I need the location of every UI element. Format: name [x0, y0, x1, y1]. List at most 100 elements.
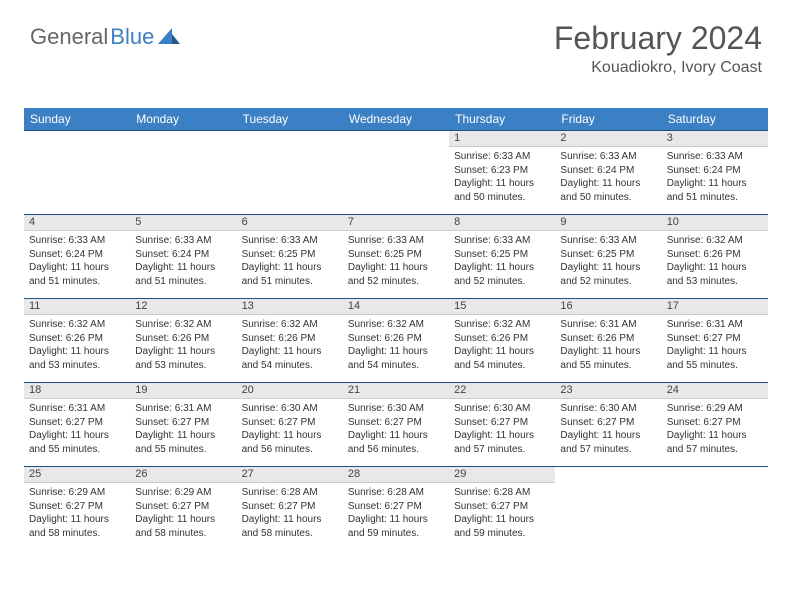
- day-number-cell: 26: [130, 467, 236, 483]
- day-content-cell: [24, 147, 130, 215]
- day-content-cell: Sunrise: 6:29 AMSunset: 6:27 PMDaylight:…: [24, 483, 130, 551]
- sunset-text: Sunset: 6:25 PM: [560, 248, 656, 262]
- sunrise-text: Sunrise: 6:33 AM: [560, 234, 656, 248]
- day-content-cell: [130, 147, 236, 215]
- day-number-cell: 2: [555, 131, 661, 147]
- daylight-text: Daylight: 11 hours and 52 minutes.: [348, 261, 444, 288]
- sunset-text: Sunset: 6:23 PM: [454, 164, 550, 178]
- day-content-cell: Sunrise: 6:28 AMSunset: 6:27 PMDaylight:…: [237, 483, 343, 551]
- day-content-row: Sunrise: 6:32 AMSunset: 6:26 PMDaylight:…: [24, 315, 768, 383]
- day-content-cell: Sunrise: 6:33 AMSunset: 6:23 PMDaylight:…: [449, 147, 555, 215]
- daylight-text: Daylight: 11 hours and 53 minutes.: [135, 345, 231, 372]
- sunrise-text: Sunrise: 6:33 AM: [560, 150, 656, 164]
- sunrise-text: Sunrise: 6:30 AM: [560, 402, 656, 416]
- day-content-cell: Sunrise: 6:32 AMSunset: 6:26 PMDaylight:…: [343, 315, 449, 383]
- weekday-tuesday: Tuesday: [237, 108, 343, 131]
- daylight-text: Daylight: 11 hours and 54 minutes.: [454, 345, 550, 372]
- day-number-cell: [130, 131, 236, 147]
- logo-text-blue: Blue: [110, 24, 154, 50]
- daylight-text: Daylight: 11 hours and 52 minutes.: [560, 261, 656, 288]
- sunset-text: Sunset: 6:27 PM: [560, 416, 656, 430]
- day-content-cell: Sunrise: 6:33 AMSunset: 6:24 PMDaylight:…: [130, 231, 236, 299]
- daylight-text: Daylight: 11 hours and 53 minutes.: [667, 261, 763, 288]
- daylight-text: Daylight: 11 hours and 56 minutes.: [348, 429, 444, 456]
- sunrise-text: Sunrise: 6:32 AM: [454, 318, 550, 332]
- sunset-text: Sunset: 6:26 PM: [348, 332, 444, 346]
- sunrise-text: Sunrise: 6:28 AM: [242, 486, 338, 500]
- daylight-text: Daylight: 11 hours and 55 minutes.: [29, 429, 125, 456]
- daylight-text: Daylight: 11 hours and 53 minutes.: [29, 345, 125, 372]
- logo-triangle-icon: [158, 24, 180, 50]
- day-content-cell: Sunrise: 6:31 AMSunset: 6:27 PMDaylight:…: [130, 399, 236, 467]
- day-content-cell: Sunrise: 6:33 AMSunset: 6:25 PMDaylight:…: [555, 231, 661, 299]
- sunrise-text: Sunrise: 6:29 AM: [667, 402, 763, 416]
- weekday-thursday: Thursday: [449, 108, 555, 131]
- day-number-cell: 11: [24, 299, 130, 315]
- sunrise-text: Sunrise: 6:32 AM: [667, 234, 763, 248]
- logo-text-general: General: [30, 24, 108, 50]
- daylight-text: Daylight: 11 hours and 58 minutes.: [135, 513, 231, 540]
- daylight-text: Daylight: 11 hours and 56 minutes.: [242, 429, 338, 456]
- day-number-row: 2526272829: [24, 467, 768, 483]
- month-title: February 2024: [554, 20, 762, 57]
- day-number-cell: 24: [662, 383, 768, 399]
- sunrise-text: Sunrise: 6:31 AM: [560, 318, 656, 332]
- weekday-monday: Monday: [130, 108, 236, 131]
- day-number-cell: 9: [555, 215, 661, 231]
- daylight-text: Daylight: 11 hours and 52 minutes.: [454, 261, 550, 288]
- daylight-text: Daylight: 11 hours and 57 minutes.: [667, 429, 763, 456]
- sunrise-text: Sunrise: 6:31 AM: [667, 318, 763, 332]
- day-content-cell: Sunrise: 6:28 AMSunset: 6:27 PMDaylight:…: [449, 483, 555, 551]
- sunrise-text: Sunrise: 6:28 AM: [348, 486, 444, 500]
- day-content-cell: Sunrise: 6:33 AMSunset: 6:24 PMDaylight:…: [662, 147, 768, 215]
- daylight-text: Daylight: 11 hours and 59 minutes.: [454, 513, 550, 540]
- sunset-text: Sunset: 6:26 PM: [560, 332, 656, 346]
- sunset-text: Sunset: 6:26 PM: [29, 332, 125, 346]
- day-number-cell: 25: [24, 467, 130, 483]
- day-content-cell: Sunrise: 6:33 AMSunset: 6:24 PMDaylight:…: [24, 231, 130, 299]
- daylight-text: Daylight: 11 hours and 55 minutes.: [667, 345, 763, 372]
- day-number-cell: [555, 467, 661, 483]
- day-number-cell: 17: [662, 299, 768, 315]
- sunset-text: Sunset: 6:27 PM: [454, 500, 550, 514]
- day-content-cell: [343, 147, 449, 215]
- day-number-cell: 1: [449, 131, 555, 147]
- sunset-text: Sunset: 6:27 PM: [242, 416, 338, 430]
- day-number-cell: 21: [343, 383, 449, 399]
- sunrise-text: Sunrise: 6:31 AM: [135, 402, 231, 416]
- sunset-text: Sunset: 6:24 PM: [135, 248, 231, 262]
- sunrise-text: Sunrise: 6:32 AM: [242, 318, 338, 332]
- sunset-text: Sunset: 6:26 PM: [135, 332, 231, 346]
- day-number-cell: 23: [555, 383, 661, 399]
- sunset-text: Sunset: 6:27 PM: [348, 500, 444, 514]
- sunrise-text: Sunrise: 6:30 AM: [454, 402, 550, 416]
- sunrise-text: Sunrise: 6:30 AM: [242, 402, 338, 416]
- day-content-cell: Sunrise: 6:32 AMSunset: 6:26 PMDaylight:…: [130, 315, 236, 383]
- daylight-text: Daylight: 11 hours and 51 minutes.: [667, 177, 763, 204]
- sunset-text: Sunset: 6:25 PM: [242, 248, 338, 262]
- sunrise-text: Sunrise: 6:29 AM: [135, 486, 231, 500]
- day-content-row: Sunrise: 6:31 AMSunset: 6:27 PMDaylight:…: [24, 399, 768, 467]
- daylight-text: Daylight: 11 hours and 58 minutes.: [242, 513, 338, 540]
- daylight-text: Daylight: 11 hours and 50 minutes.: [454, 177, 550, 204]
- day-content-cell: Sunrise: 6:30 AMSunset: 6:27 PMDaylight:…: [343, 399, 449, 467]
- day-content-row: Sunrise: 6:29 AMSunset: 6:27 PMDaylight:…: [24, 483, 768, 551]
- day-number-row: 18192021222324: [24, 383, 768, 399]
- day-number-cell: 18: [24, 383, 130, 399]
- daylight-text: Daylight: 11 hours and 50 minutes.: [560, 177, 656, 204]
- day-content-cell: Sunrise: 6:31 AMSunset: 6:27 PMDaylight:…: [662, 315, 768, 383]
- sunrise-text: Sunrise: 6:32 AM: [348, 318, 444, 332]
- daylight-text: Daylight: 11 hours and 55 minutes.: [135, 429, 231, 456]
- day-number-row: 123: [24, 131, 768, 147]
- sunrise-text: Sunrise: 6:31 AM: [29, 402, 125, 416]
- daylight-text: Daylight: 11 hours and 51 minutes.: [135, 261, 231, 288]
- sunset-text: Sunset: 6:27 PM: [135, 500, 231, 514]
- day-number-cell: 15: [449, 299, 555, 315]
- day-content-cell: Sunrise: 6:29 AMSunset: 6:27 PMDaylight:…: [130, 483, 236, 551]
- day-content-cell: Sunrise: 6:32 AMSunset: 6:26 PMDaylight:…: [237, 315, 343, 383]
- day-content-cell: Sunrise: 6:32 AMSunset: 6:26 PMDaylight:…: [24, 315, 130, 383]
- sunrise-text: Sunrise: 6:32 AM: [135, 318, 231, 332]
- sunset-text: Sunset: 6:27 PM: [667, 332, 763, 346]
- day-content-cell: Sunrise: 6:33 AMSunset: 6:25 PMDaylight:…: [237, 231, 343, 299]
- day-content-cell: Sunrise: 6:32 AMSunset: 6:26 PMDaylight:…: [449, 315, 555, 383]
